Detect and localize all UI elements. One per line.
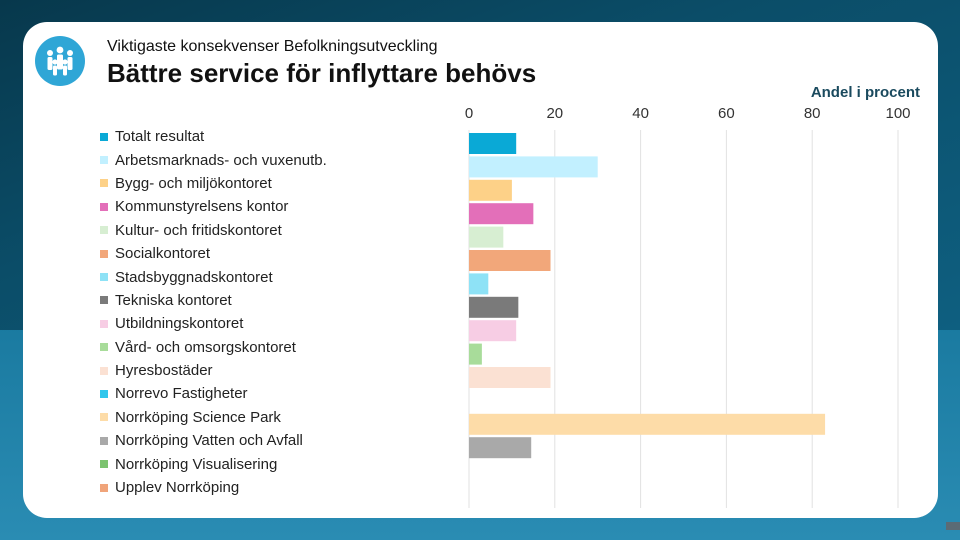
legend-swatch (100, 296, 108, 305)
legend-item: Norrevo Fastigheter (100, 382, 327, 405)
corner-decoration (946, 522, 960, 530)
bar (469, 203, 534, 225)
legend-item: Stadsbyggnadskontoret (100, 265, 327, 288)
legend-label: Socialkontoret (115, 245, 211, 263)
legend-label: Kommunstyrelsens kontor (115, 198, 289, 216)
x-tick-label: 0 (465, 105, 473, 122)
legend-swatch (100, 436, 108, 445)
legend-swatch (100, 156, 108, 165)
legend-swatch (100, 366, 108, 375)
legend-item: Vård- och omsorgskontoret (100, 336, 327, 359)
bar (469, 343, 482, 365)
legend-item: Socialkontoret (100, 242, 327, 265)
legend-item: Kultur- och fritidskontoret (100, 219, 327, 242)
bar (469, 250, 551, 271)
axis-unit-label: Andel i procent (810, 84, 920, 101)
legend-label: Arbetsmarknads- och vuxenutb. (115, 151, 327, 169)
bar (469, 367, 551, 388)
legend-label: Upplev Norrköping (115, 479, 240, 497)
legend-label: Vård- och omsorgskontoret (115, 338, 296, 356)
legend-swatch (100, 226, 108, 235)
legend-label: Norrköping Visualisering (115, 455, 278, 473)
legend-item: Hyresbostäder (100, 359, 327, 382)
x-tick-label: 60 (718, 105, 735, 122)
legend-swatch (100, 179, 108, 188)
legend-item: Tekniska kontoret (100, 289, 327, 312)
bar (469, 179, 512, 201)
page-title: Bättre service för inflyttare behövs (107, 58, 537, 88)
legend-item: Totalt resultat (100, 125, 327, 148)
x-tick-label: 40 (632, 105, 649, 122)
legend-swatch (100, 460, 108, 469)
legend-swatch (100, 132, 108, 141)
legend-item: Bygg- och miljökontoret (100, 172, 327, 195)
x-tick-label: 20 (546, 105, 563, 122)
legend-item: Norrköping Vatten och Avfall (100, 429, 327, 452)
page-subtitle: Viktigaste konsekvenser Befolkningsutvec… (107, 38, 438, 55)
legend-label: Tekniska kontoret (115, 291, 232, 309)
x-tick-label: 80 (804, 105, 821, 122)
legend-swatch (100, 273, 108, 282)
legend-label: Norrköping Science Park (115, 408, 281, 426)
legend-item: Norrköping Science Park (100, 406, 327, 429)
x-tick-label: 100 (885, 105, 910, 122)
legend-label: Utbildningskontoret (115, 315, 244, 333)
legend-label: Norrköping Vatten och Avfall (115, 432, 303, 450)
legend-swatch (100, 319, 108, 328)
legend-label: Hyresbostäder (115, 362, 213, 380)
legend-swatch (100, 202, 108, 211)
bar (469, 273, 489, 295)
legend-item: Kommunstyrelsens kontor (100, 195, 327, 218)
bar (469, 133, 517, 154)
legend-label: Kultur- och fritidskontoret (115, 221, 282, 239)
legend-item: Arbetsmarknads- och vuxenutb. (100, 148, 327, 171)
legend-label: Norrevo Fastigheter (115, 385, 248, 403)
bar (469, 320, 517, 342)
legend-swatch (100, 413, 108, 422)
bar (469, 156, 598, 178)
legend-swatch (100, 483, 108, 492)
bar (469, 413, 826, 435)
legend-swatch (100, 249, 108, 258)
bar (469, 296, 519, 318)
legend-label: Stadsbyggnadskontoret (115, 268, 273, 286)
chart-legend: Totalt resultat Arbetsmarknads- och vuxen… (100, 125, 327, 499)
people-group-icon (35, 36, 85, 86)
legend-swatch (100, 389, 108, 398)
legend-label: Totalt resultat (115, 128, 205, 146)
legend-item: Utbildningskontoret (100, 312, 327, 335)
legend-item: Norrköping Visualisering (100, 452, 327, 475)
bar (469, 226, 504, 248)
legend-item: Upplev Norrköping (100, 476, 327, 499)
legend-swatch (100, 343, 108, 352)
legend-label: Bygg- och miljökontoret (115, 174, 272, 192)
bar (469, 437, 532, 459)
